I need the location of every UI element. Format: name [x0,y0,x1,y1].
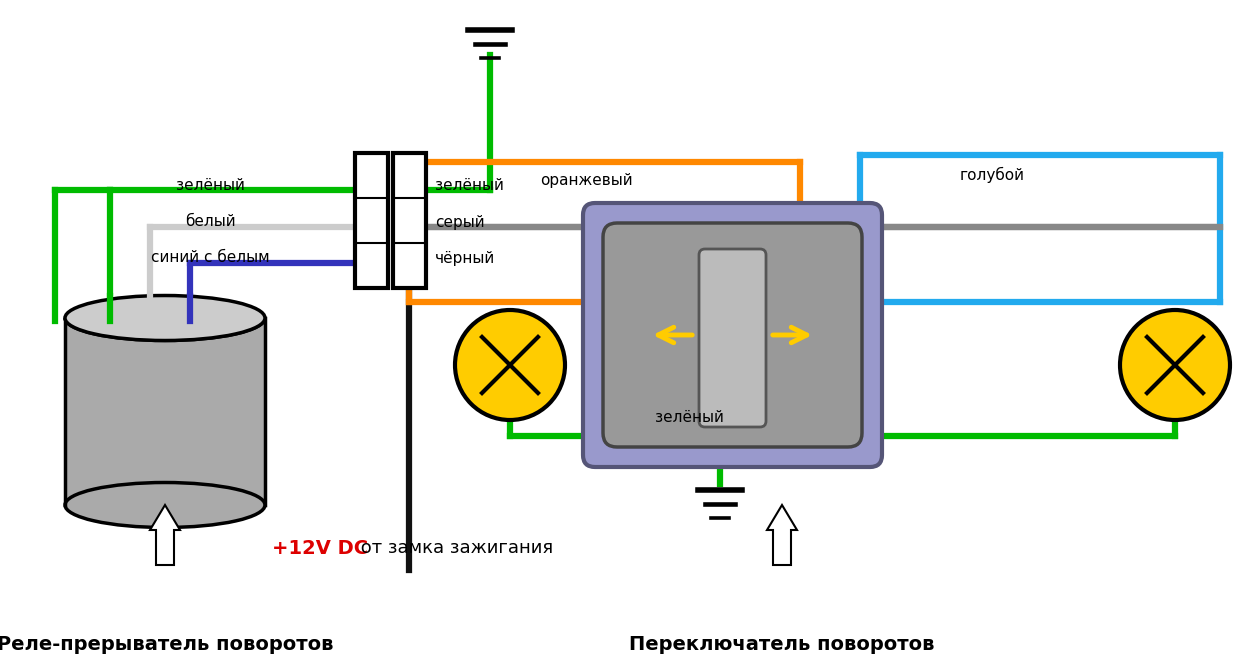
Text: чёрный: чёрный [435,250,495,266]
Text: Переключатель поворотов: Переключатель поворотов [629,635,935,654]
Bar [65,318,265,505]
Text: оранжевый: оранжевый [540,173,632,188]
Bar [860,155,1220,302]
FancyArrow shape [150,505,180,565]
FancyArrow shape [768,505,798,565]
FancyBboxPatch shape [602,223,862,447]
Circle shape [455,310,565,420]
Ellipse shape [65,295,265,341]
Text: голубой: голубой [960,167,1025,183]
Text: зелёный: зелёный [655,411,724,426]
Text: белый: белый [185,214,235,229]
Text: зелёный: зелёный [175,179,245,194]
Text: зелёный: зелёный [435,179,504,194]
Text: +12V DC: +12V DC [272,538,369,558]
Text: синий с белым: синий с белым [151,250,269,266]
Ellipse shape [65,482,265,527]
Text: от замка зажигания: от замка зажигания [355,539,552,557]
FancyBboxPatch shape [699,249,766,427]
Bar [409,162,800,302]
Text: серый: серый [435,214,485,229]
Bar [392,153,426,288]
Circle shape [1120,310,1230,420]
Bar [355,153,388,288]
FancyBboxPatch shape [582,203,882,467]
Text: Реле-прерыватель поворотов: Реле-прерыватель поворотов [0,635,334,654]
